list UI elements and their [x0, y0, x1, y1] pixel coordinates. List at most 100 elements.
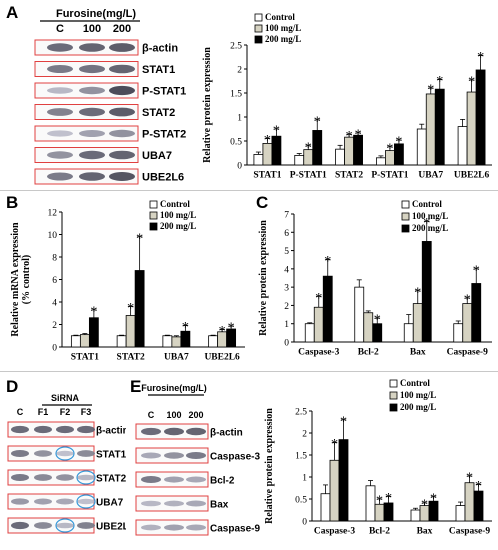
- band-label: P-STAT1: [142, 86, 186, 98]
- bar: [434, 88, 445, 166]
- y-tick-label: 4: [52, 299, 57, 309]
- significance-star: *: [354, 127, 361, 143]
- western-blot-e: Furosine(mg/L) C 100 200 β-actin Caspase-3 Bcl…: [135, 383, 260, 536]
- band-label: Caspase-9: [210, 524, 260, 535]
- y-tick-label: 1.5: [295, 452, 307, 462]
- significance-star: *: [264, 133, 271, 149]
- x-tick-label: STAT1: [71, 353, 99, 363]
- significance-star: *: [414, 285, 421, 301]
- x-tick-label: UBE2L6: [204, 353, 240, 363]
- y-tick-label: 1: [284, 320, 289, 330]
- blot-title: Furosine(mg/L): [141, 383, 207, 393]
- band: [47, 108, 73, 116]
- bar: [457, 126, 468, 166]
- band: [11, 498, 29, 505]
- bar: [329, 459, 340, 522]
- band: [34, 522, 52, 529]
- panel-label-d: D: [6, 377, 19, 396]
- panel-label-b: B: [6, 193, 19, 212]
- x-tick-label: Caspase-9: [449, 527, 490, 537]
- legend-label: 100 mg/L: [400, 390, 436, 400]
- legend-swatch: [389, 391, 398, 400]
- band: [56, 522, 74, 529]
- bar: [271, 135, 282, 166]
- highlight-circle: [76, 470, 96, 485]
- panel-label-e: E: [130, 377, 142, 396]
- y-tick-label: 2: [237, 66, 242, 76]
- band: [79, 150, 105, 160]
- band-label: Caspase-3: [210, 452, 260, 463]
- band: [47, 130, 73, 137]
- significance-star: *: [345, 128, 352, 144]
- bar: [322, 275, 333, 343]
- significance-star: *: [219, 324, 226, 340]
- band-label: STAT1: [142, 64, 175, 76]
- band: [47, 65, 73, 73]
- y-axis-label: Relative protein expression: [264, 408, 275, 524]
- band: [77, 450, 95, 457]
- legend-swatch: [254, 24, 263, 33]
- bar-chart-a: 0 0.5 1 1.5 2 2.5 Relative protein expression *…: [202, 12, 492, 181]
- bar: [403, 323, 414, 343]
- band: [109, 129, 135, 138]
- y-tick-label: 2.5: [295, 408, 307, 418]
- legend-label: 100 mg/L: [160, 210, 196, 220]
- legend-label: 200 mg/L: [265, 34, 301, 44]
- band: [34, 425, 52, 434]
- bar: [416, 128, 427, 166]
- y-tick-label: 6: [284, 229, 289, 239]
- band: [186, 500, 206, 507]
- legend-label: Control: [412, 199, 442, 209]
- panel-label-c: C: [256, 193, 269, 212]
- band: [56, 498, 74, 505]
- band: [186, 452, 206, 459]
- legend-label: 200 mg/L: [400, 402, 436, 412]
- bar: [464, 482, 475, 522]
- band: [56, 425, 74, 434]
- bar: [335, 148, 345, 166]
- y-tick-label: 0: [237, 162, 242, 172]
- band-label: STAT2: [96, 474, 126, 485]
- band: [141, 476, 161, 483]
- bar: [412, 303, 423, 343]
- lane-label: F3: [81, 407, 92, 417]
- significance-star: *: [376, 493, 383, 509]
- significance-star: *: [340, 414, 347, 430]
- band: [141, 427, 161, 436]
- bar: [208, 335, 219, 348]
- y-tick-label: 0.5: [230, 138, 242, 148]
- band: [11, 425, 29, 434]
- x-tick-label: Caspase-3: [298, 348, 339, 358]
- y-tick-label: 3: [284, 284, 289, 294]
- lane-label: C: [56, 23, 64, 35]
- significance-star: *: [386, 141, 393, 157]
- band: [141, 500, 161, 507]
- bar: [70, 335, 81, 348]
- band-label: β-actin: [210, 428, 243, 439]
- band: [77, 522, 95, 529]
- band: [79, 107, 105, 117]
- y-axis-label: Relative protein expression: [258, 220, 269, 336]
- bar: [453, 323, 464, 343]
- band: [34, 450, 52, 457]
- y-tick-label: 0: [284, 339, 289, 349]
- legend-swatch: [401, 212, 410, 221]
- significance-star: *: [273, 123, 280, 139]
- bar-chart-b: 0 2 4 6 8 10 12 Relative mRNA expression (% cont…: [10, 199, 245, 363]
- band: [47, 43, 73, 52]
- y-axis-label: Relative mRNA expression: [10, 222, 21, 337]
- bar: [466, 91, 477, 166]
- legend-label: Control: [265, 12, 295, 22]
- bar: [365, 485, 376, 522]
- bar: [428, 500, 439, 522]
- bar: [425, 93, 436, 166]
- x-tick-label: STAT1: [253, 171, 281, 181]
- bar: [171, 336, 182, 348]
- divider: [0, 190, 498, 191]
- bar: [475, 69, 486, 166]
- highlight-circle: [76, 494, 96, 509]
- significance-star: *: [182, 320, 189, 336]
- highlight-circle: [55, 518, 75, 533]
- x-tick-label: Bcl-2: [369, 527, 390, 537]
- significance-star: *: [315, 290, 322, 306]
